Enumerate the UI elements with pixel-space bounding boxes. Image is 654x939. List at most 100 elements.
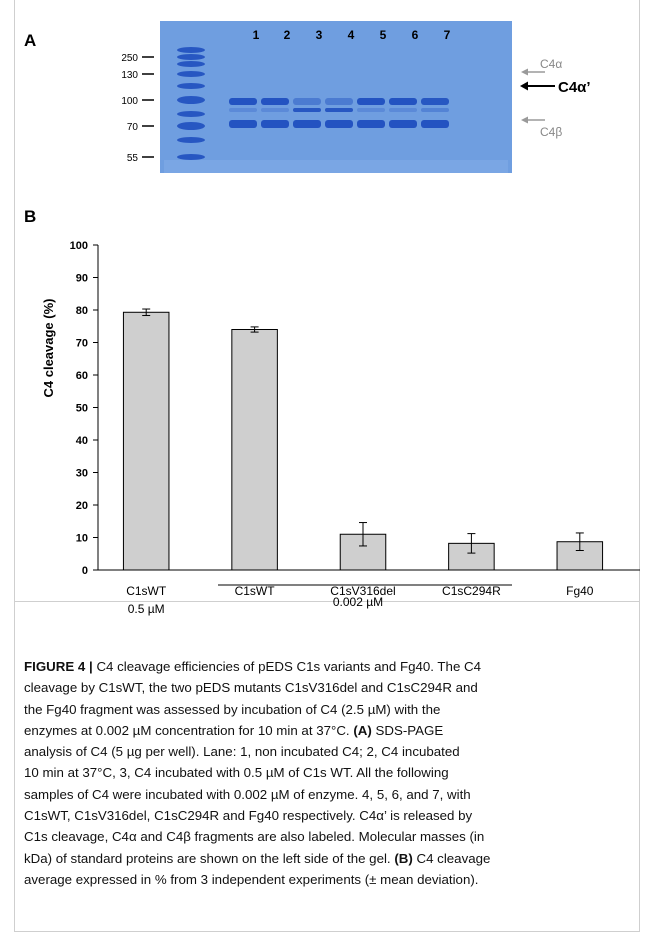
beta-label: C4β	[540, 125, 562, 139]
x-tick-label: C1sWT	[235, 584, 276, 598]
marker-label-130: 130	[121, 70, 138, 81]
alpha-prime-arrowhead	[520, 81, 528, 91]
ref-b: (B)	[394, 850, 413, 866]
y-tick-label: 100	[70, 240, 88, 252]
x-tick-label: C1sC294R	[442, 584, 501, 598]
band-beta-lane-1	[229, 120, 257, 128]
gel-bottom-shade	[164, 160, 508, 173]
ladder-band	[177, 122, 205, 130]
x-tick-label: C1sWT	[126, 584, 167, 598]
band-alpha-prime-lane-2	[261, 108, 289, 112]
y-tick-label: 70	[76, 338, 88, 350]
bars	[122, 308, 604, 571]
figure-frame	[14, 0, 640, 602]
ladder-band	[177, 47, 205, 53]
ladder-band	[177, 83, 205, 89]
band-alpha-prime-lane-5	[357, 108, 385, 112]
marker-label-250: 250	[121, 53, 138, 64]
beta-arrowhead	[521, 116, 528, 124]
ladder-band	[177, 137, 205, 143]
x-tick-label: Fg40	[566, 584, 594, 598]
caption-line-2: cleavage by C1sWT, the two pEDS mutants …	[24, 680, 478, 696]
marker-label-55: 55	[127, 153, 139, 164]
lane-number-6: 6	[412, 28, 419, 42]
y-tick-label: 10	[76, 533, 88, 545]
y-tick-label: 30	[76, 468, 88, 480]
ladder-band	[177, 96, 205, 104]
alpha-arrowhead	[521, 68, 528, 76]
bar	[231, 329, 278, 571]
caption-line-5: analysis of C4 (5 µg per well). Lane: 1,…	[24, 744, 460, 760]
y-axis: 0 10 20 30 40 50 60 70 80 90 100	[70, 240, 640, 577]
marker-labels: 250 130 100 70 55	[121, 53, 154, 164]
lane-number-3: 3	[316, 28, 323, 42]
band-alpha-prime-lane-7	[421, 108, 449, 112]
band-alpha-prime-lane-4	[325, 108, 353, 112]
ladder-band	[177, 61, 205, 67]
marker-label-70: 70	[127, 122, 139, 133]
y-tick-label: 80	[76, 305, 88, 317]
x-tick-label: 0.5 µM	[128, 602, 165, 616]
marker-label-100: 100	[121, 96, 138, 107]
band-beta-lane-3	[293, 120, 321, 128]
caption-line-7: samples of C4 were incubated with 0.002 …	[24, 786, 471, 802]
alpha-prime-label: C4α’	[558, 79, 591, 96]
lane-number-7: 7	[444, 28, 451, 42]
lane-number-5: 5	[380, 28, 387, 42]
lane-numbers: 1 2 3 4 5 6 7	[253, 28, 451, 42]
band-alpha-prime-lane-3	[293, 108, 321, 112]
gel-bands	[229, 98, 449, 128]
gel-image: 1 2 3 4 5 6 7 250 130 100 70 55 C4α C4α’ C4β	[121, 21, 591, 173]
caption-line-8: C1sWT, C1sV316del, C1sC294R and Fg40 res…	[24, 808, 473, 824]
band-beta-lane-4	[325, 120, 353, 128]
band-alpha-prime-lane-1	[229, 108, 257, 112]
band-annotations: C4α C4α’ C4β	[520, 57, 591, 139]
gel-background	[160, 21, 512, 173]
x-axis-labels: C1sWT 0.5 µM C1sWT C1sV316del C1sC294R Fg40	[126, 584, 594, 616]
x-tick-label: C1sV316del	[330, 584, 395, 598]
bar	[122, 311, 170, 571]
caption-frame	[14, 602, 640, 932]
band-alpha-prime-lane-6	[389, 108, 417, 112]
ladder-band	[177, 71, 205, 77]
caption-line-1: FIGURE 4 | C4 cleavage efficiencies of p…	[24, 659, 482, 674]
y-tick-label: 40	[76, 435, 88, 447]
ladder-band	[177, 154, 205, 160]
band-alpha-lane-6	[389, 98, 417, 105]
y-tick-label: 90	[76, 273, 88, 285]
band-beta-lane-7	[421, 120, 449, 128]
band-beta-lane-6	[389, 120, 417, 128]
lane-number-4: 4	[348, 28, 355, 42]
band-alpha-lane-4	[325, 98, 353, 105]
caption-line-10: kDa) of standard proteins are shown on t…	[24, 850, 491, 866]
lane-number-2: 2	[284, 28, 291, 42]
figure-label: FIGURE 4 |	[24, 659, 93, 674]
band-beta-lane-2	[261, 120, 289, 128]
ref-a: (A)	[353, 722, 372, 738]
ladder-band	[177, 54, 205, 60]
caption-line-3: the Fg40 fragment was assessed by incuba…	[24, 701, 441, 717]
figure-caption: FIGURE 4 | C4 cleavage efficiencies of p…	[24, 656, 624, 890]
ladder-band	[177, 111, 205, 117]
band-alpha-lane-2	[261, 98, 289, 105]
y-axis-title: C4 cleavage (%)	[41, 299, 56, 398]
band-alpha-lane-3	[293, 98, 321, 105]
band-alpha-lane-1	[229, 98, 257, 105]
band-alpha-lane-7	[421, 98, 449, 105]
band-alpha-lane-5	[357, 98, 385, 105]
y-tick-label: 0	[82, 565, 88, 577]
caption-line-4: enzymes at 0.002 µM concentration for 10…	[24, 722, 444, 738]
panel-b-label: B	[24, 207, 37, 226]
panel-a-label: A	[24, 31, 37, 50]
caption-line-11: average expressed in % from 3 independen…	[24, 871, 479, 887]
alpha-label: C4α	[540, 57, 562, 71]
y-tick-label: 20	[76, 500, 88, 512]
marker-lane	[177, 47, 205, 160]
lane-number-1: 1	[253, 28, 260, 42]
y-tick-label: 60	[76, 370, 88, 382]
band-beta-lane-5	[357, 120, 385, 128]
caption-line-6: 10 min at 37°C, 3, C4 incubated with 0.5…	[24, 765, 449, 781]
group-label: 0.002 µM	[333, 595, 383, 609]
y-tick-label: 50	[76, 403, 88, 415]
